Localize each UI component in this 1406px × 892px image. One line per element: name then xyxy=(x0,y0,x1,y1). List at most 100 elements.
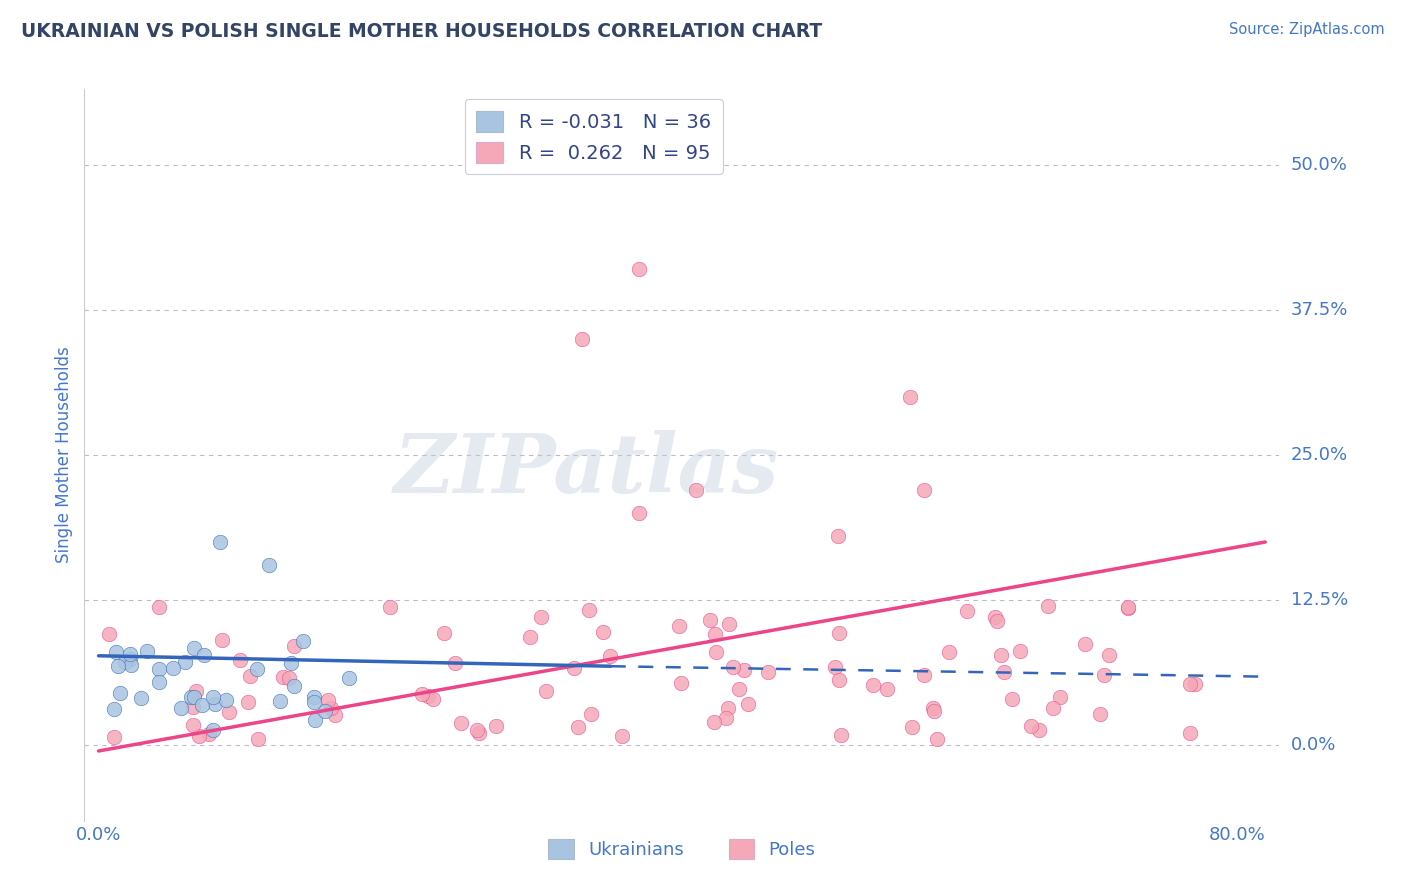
Point xyxy=(579,706,602,721)
Point xyxy=(529,609,551,624)
Point xyxy=(108,686,131,700)
Point xyxy=(578,603,600,617)
Point xyxy=(136,644,159,658)
Point xyxy=(828,673,851,688)
Point xyxy=(208,535,231,549)
Point xyxy=(912,483,935,497)
Point xyxy=(120,647,142,661)
Point xyxy=(422,692,444,706)
Point xyxy=(956,604,979,618)
Point xyxy=(1118,601,1140,615)
Point xyxy=(1049,690,1071,705)
Point xyxy=(283,639,305,653)
Point xyxy=(703,715,725,730)
Point xyxy=(599,648,621,663)
Point xyxy=(1180,676,1202,690)
Point xyxy=(302,695,325,709)
Point xyxy=(592,624,614,639)
Point xyxy=(610,729,633,743)
Point xyxy=(1118,599,1140,614)
Point xyxy=(628,506,651,520)
Point xyxy=(912,667,935,681)
Point xyxy=(727,682,749,697)
Point xyxy=(204,697,226,711)
Point xyxy=(519,630,541,644)
Point xyxy=(668,619,690,633)
Point xyxy=(180,690,202,705)
Text: 25.0%: 25.0% xyxy=(1291,446,1348,464)
Point xyxy=(924,704,946,718)
Point xyxy=(1042,701,1064,715)
Point xyxy=(876,682,898,697)
Point xyxy=(411,687,433,701)
Point xyxy=(283,679,305,693)
Point xyxy=(450,716,472,731)
Point xyxy=(104,644,127,658)
Point xyxy=(211,632,233,647)
Point xyxy=(433,625,456,640)
Point xyxy=(304,690,326,704)
Text: UKRAINIAN VS POLISH SINGLE MOTHER HOUSEHOLDS CORRELATION CHART: UKRAINIAN VS POLISH SINGLE MOTHER HOUSEH… xyxy=(21,22,823,41)
Point xyxy=(316,693,339,707)
Point xyxy=(901,720,924,734)
Point xyxy=(938,645,960,659)
Point xyxy=(193,648,215,663)
Point xyxy=(245,662,267,676)
Point xyxy=(733,663,755,677)
Point xyxy=(1036,599,1059,614)
Point xyxy=(129,690,152,705)
Point xyxy=(1088,707,1111,722)
Point xyxy=(467,723,489,738)
Point xyxy=(280,656,302,670)
Point xyxy=(756,665,779,680)
Point xyxy=(188,729,211,743)
Point xyxy=(323,708,346,723)
Point xyxy=(1184,677,1206,691)
Point xyxy=(271,670,294,684)
Point xyxy=(291,634,314,648)
Point xyxy=(247,731,270,746)
Point xyxy=(170,701,193,715)
Point xyxy=(229,652,252,666)
Point xyxy=(685,158,707,172)
Point xyxy=(1000,692,1022,706)
Point xyxy=(714,711,737,725)
Point xyxy=(737,697,759,711)
Point xyxy=(378,600,401,615)
Point xyxy=(628,262,651,277)
Point xyxy=(567,720,589,734)
Text: 37.5%: 37.5% xyxy=(1291,301,1348,318)
Point xyxy=(925,731,948,746)
Point xyxy=(1092,668,1115,682)
Point xyxy=(704,645,727,659)
Point xyxy=(120,652,142,666)
Point xyxy=(1019,719,1042,733)
Text: 50.0%: 50.0% xyxy=(1291,156,1347,174)
Point xyxy=(239,669,262,683)
Point xyxy=(571,332,593,346)
Text: 0.0%: 0.0% xyxy=(1291,736,1336,754)
Point xyxy=(990,648,1012,662)
Point xyxy=(418,690,440,704)
Point xyxy=(993,665,1015,680)
Point xyxy=(830,728,852,742)
Point xyxy=(103,702,125,716)
Point xyxy=(1008,644,1031,658)
Point xyxy=(183,690,205,705)
Point xyxy=(337,672,360,686)
Text: Source: ZipAtlas.com: Source: ZipAtlas.com xyxy=(1229,22,1385,37)
Point xyxy=(824,660,846,674)
Legend: Ukrainians, Poles: Ukrainians, Poles xyxy=(541,832,823,866)
Point xyxy=(148,662,170,676)
Point xyxy=(183,640,205,655)
Text: 12.5%: 12.5% xyxy=(1291,591,1348,609)
Point xyxy=(444,656,467,670)
Point xyxy=(314,704,336,718)
Point xyxy=(485,719,508,733)
Point xyxy=(1073,637,1095,651)
Point xyxy=(202,723,225,737)
Point xyxy=(534,683,557,698)
Point xyxy=(321,700,343,714)
Point xyxy=(721,660,744,674)
Point xyxy=(184,684,207,698)
